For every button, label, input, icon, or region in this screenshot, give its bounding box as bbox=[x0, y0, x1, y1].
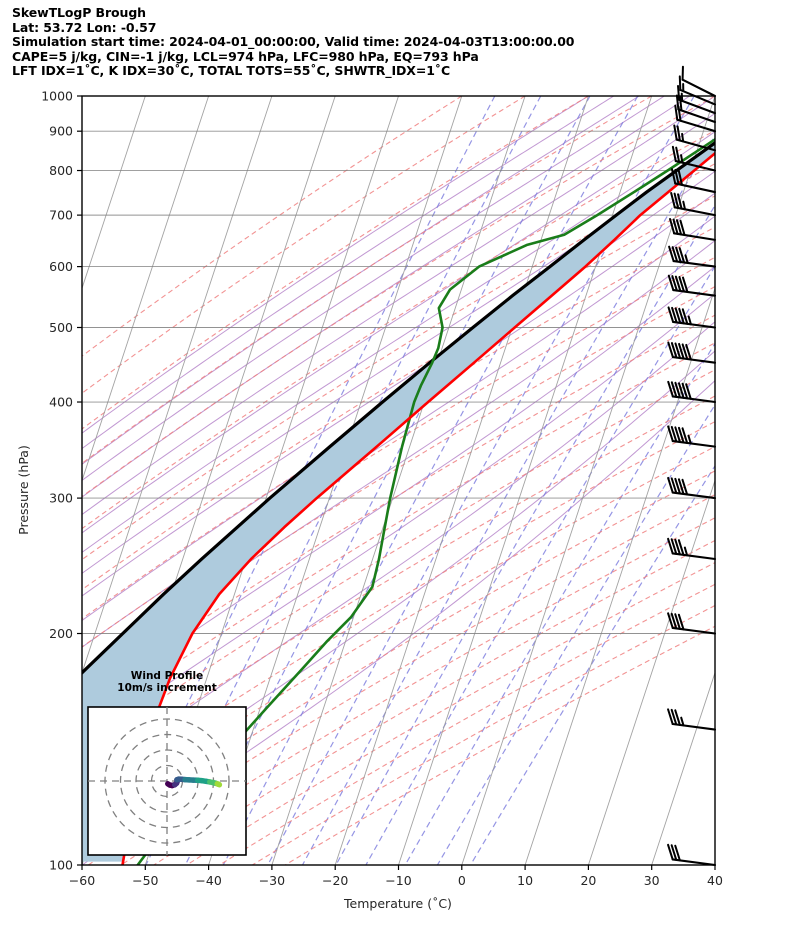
wind-barb bbox=[681, 65, 717, 98]
pressure-tick-label: 800 bbox=[49, 163, 73, 178]
y-axis-label: Pressure (hPa) bbox=[16, 445, 31, 535]
hodograph-title: Wind Profile 10m/s increment bbox=[88, 670, 246, 695]
hodograph-inset bbox=[87, 706, 247, 856]
wind-barb bbox=[669, 218, 717, 241]
header-title: SkewTLogP Brough bbox=[12, 5, 146, 20]
profile-curves bbox=[82, 137, 715, 865]
wind-barb bbox=[677, 84, 717, 115]
header-block: SkewTLogP Brough Lat: 53.72 Lon: -0.57 S… bbox=[12, 5, 782, 79]
pressure-tick-label: 700 bbox=[49, 208, 73, 223]
wind-barb bbox=[667, 843, 717, 867]
hodograph-title-line2: 10m/s increment bbox=[117, 682, 217, 695]
temperature-tick-label: 10 bbox=[517, 873, 533, 888]
wind-barb bbox=[667, 380, 717, 404]
temperature-tick-label: −10 bbox=[385, 873, 411, 888]
pressure-tick-label: 300 bbox=[49, 490, 73, 505]
wind-barb bbox=[667, 537, 717, 561]
temperature-tick-label: 30 bbox=[644, 873, 660, 888]
wind-barb bbox=[667, 612, 717, 635]
pressure-tick-label: 100 bbox=[49, 857, 73, 872]
pressure-tick-label: 900 bbox=[49, 124, 73, 139]
temperature-tick-label: −60 bbox=[69, 873, 95, 888]
pressure-tick-label: 600 bbox=[49, 259, 73, 274]
temperature-tick-label: −40 bbox=[195, 873, 221, 888]
hodograph-content bbox=[88, 707, 246, 855]
wind-barb bbox=[668, 245, 717, 268]
header-indices-1: CAPE=5 j/kg, CIN=-1 j/kg, LCL=974 hPa, L… bbox=[12, 48, 479, 64]
pressure-tick-label: 500 bbox=[49, 320, 73, 335]
temperature-tick-label: −50 bbox=[132, 873, 158, 888]
pressure-tick-label: 1000 bbox=[41, 88, 73, 103]
x-axis-label: Temperature (˚C) bbox=[343, 896, 452, 911]
wind-barb bbox=[678, 75, 717, 106]
wind-barb bbox=[674, 104, 717, 133]
temperature-tick-label: −30 bbox=[259, 873, 285, 888]
pressure-axis-ticks: 100 200 300 400 500 600 700 800 900 1000 bbox=[41, 88, 82, 872]
header-times: Simulation start time: 2024-04-01_00:00:… bbox=[12, 34, 575, 50]
wind-barb bbox=[667, 341, 717, 364]
wind-barb bbox=[673, 124, 717, 152]
wind-barb bbox=[667, 425, 717, 448]
hodograph-title-line1: Wind Profile bbox=[130, 670, 204, 682]
temperature-tick-label: −20 bbox=[322, 873, 348, 888]
wind-barb bbox=[670, 191, 717, 217]
pressure-tick-label: 400 bbox=[49, 394, 73, 409]
pressure-tick-label: 200 bbox=[49, 626, 73, 641]
wind-barb bbox=[667, 306, 717, 329]
temperature-axis-ticks: −60 −50 −40 −30 −20 −10 0 10 20 30 40 bbox=[69, 865, 723, 888]
wind-barb bbox=[667, 476, 717, 500]
temperature-tick-label: 0 bbox=[458, 873, 466, 888]
wind-barb bbox=[667, 708, 717, 731]
header-indices-2: LFT IDX=1˚C, K IDX=30˚C, TOTAL TOTS=55˚C… bbox=[12, 63, 451, 79]
wind-barb bbox=[671, 168, 717, 194]
wind-barb bbox=[671, 145, 717, 172]
header-coords: Lat: 53.72 Lon: -0.57 bbox=[12, 19, 157, 35]
wind-barb bbox=[667, 274, 717, 297]
temperature-tick-label: 40 bbox=[707, 873, 723, 888]
temperature-tick-label: 20 bbox=[580, 873, 596, 888]
wind-barbs bbox=[667, 65, 717, 867]
